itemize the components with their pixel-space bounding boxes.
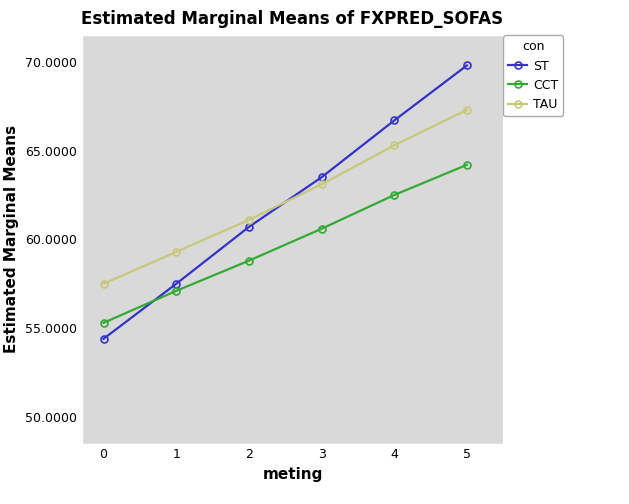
ST [318,174,325,180]
Line: ST: ST [100,62,470,342]
ST [391,117,398,123]
Y-axis label: Estimated Marginal Means: Estimated Marginal Means [4,125,19,353]
CCT [391,192,398,198]
Legend: ST, CCT, TAU: ST, CCT, TAU [503,35,564,116]
CCT [100,320,108,326]
TAU [318,181,325,187]
CCT [318,226,325,232]
TAU [100,281,108,287]
Title: Estimated Marginal Means of FXPRED_SOFAS: Estimated Marginal Means of FXPRED_SOFAS [81,10,504,28]
ST [245,224,253,230]
CCT [463,162,470,168]
X-axis label: meting: meting [262,467,323,482]
TAU [391,142,398,148]
CCT [172,288,180,294]
CCT [245,258,253,264]
Line: TAU: TAU [100,106,470,287]
ST [463,62,470,69]
ST [172,281,180,287]
Line: CCT: CCT [100,161,470,326]
TAU [463,107,470,113]
ST [100,336,108,342]
TAU [245,217,253,223]
TAU [172,249,180,255]
